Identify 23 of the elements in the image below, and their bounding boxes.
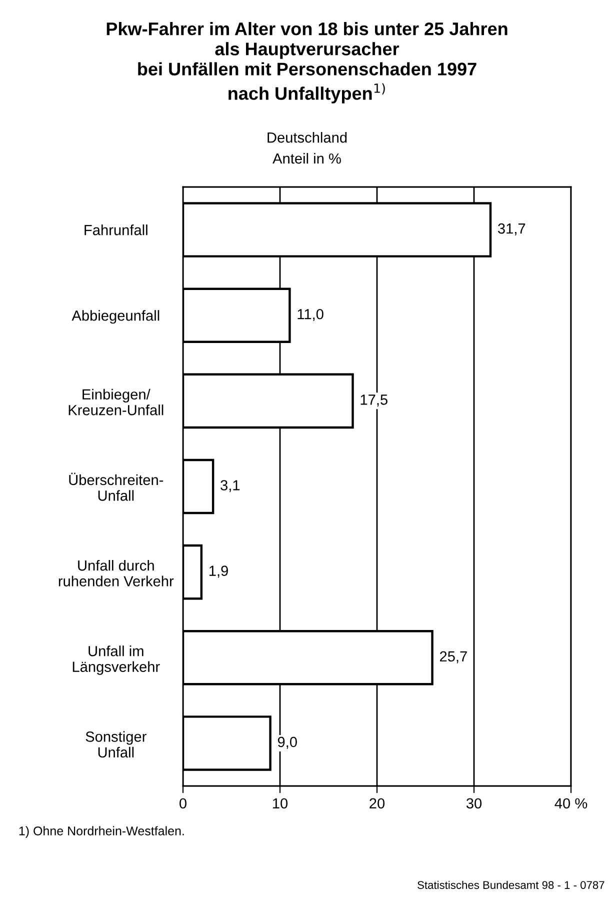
data-label: 3,1 [220, 480, 240, 492]
x-tick-label: 40 % [554, 798, 588, 809]
y-tick-label: Abbiegeunfall [72, 310, 160, 324]
x-tick-label: 30 [466, 798, 482, 809]
data-label: 17,5 [360, 394, 388, 407]
data-label: 9,0 [278, 736, 297, 749]
text: 1) Ohne Nordrhein-Westfalen. [19, 826, 184, 838]
data-label: 31,7 [498, 223, 526, 236]
data-label: 25,7 [440, 651, 467, 664]
data-label: 1,9 [209, 566, 228, 578]
y-tick-label: Unfall im Längsverkehr [72, 646, 160, 675]
x-tick-label: 0 [180, 798, 186, 809]
x-tick-label: 20 [370, 798, 385, 809]
x-tick-label: 10 [273, 798, 288, 809]
data-label: 11,0 [298, 308, 324, 321]
y-tick-label: Einbiegen/ Kreuzen-Unfall [68, 388, 164, 416]
y-tick-label: Überschreiten- Unfall [69, 472, 164, 501]
chart-subtitle: Deutschland Anteil in % [268, 132, 347, 164]
y-tick-label: Fahrunfall [84, 224, 148, 236]
y-tick-label: Unfall durch ruhenden Verkehr [58, 560, 174, 586]
text: Statistisches Bundesamt 98 - 1 - 0787 [418, 880, 604, 889]
chart-title: Pkw-Fahrer im Alter von 18 bis unter 25 Jahren als Hauptverursacher bei Unfällen mit Personenschaden 1997 nach Unfalltypen$^{1)}$ [106, 22, 508, 104]
y-tick-label: Sonstiger Unfall [86, 731, 146, 758]
